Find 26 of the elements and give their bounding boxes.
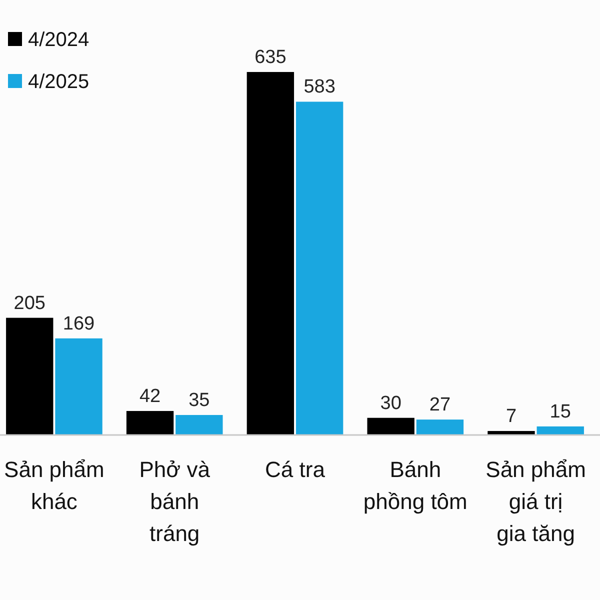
data-label: 635 bbox=[254, 47, 286, 68]
bar bbox=[176, 414, 223, 435]
legend-label: 4/2025 bbox=[28, 71, 90, 93]
data-label: 583 bbox=[304, 76, 336, 98]
data-label: 30 bbox=[380, 392, 402, 414]
bar bbox=[296, 102, 344, 435]
data-label: 35 bbox=[188, 390, 210, 411]
data-label: 27 bbox=[429, 394, 451, 416]
x-tick-label: Sản phẩm khác bbox=[4, 457, 104, 514]
bar bbox=[416, 420, 464, 435]
data-label: 169 bbox=[62, 313, 95, 334]
bar bbox=[246, 72, 294, 435]
x-tick-label: Sản phẩm giá trị gia tăng bbox=[486, 457, 586, 546]
data-label: 42 bbox=[139, 386, 161, 407]
bar bbox=[6, 318, 54, 435]
data-label: 15 bbox=[550, 401, 571, 422]
bar bbox=[55, 338, 102, 435]
x-tick-label: Bánh phồng tôm bbox=[363, 457, 468, 514]
data-label: 7 bbox=[506, 406, 517, 427]
x-tick-label: Cá tra bbox=[265, 457, 326, 482]
legend-label: 4/2024 bbox=[28, 29, 90, 51]
data-label: 205 bbox=[14, 292, 46, 314]
bar bbox=[126, 410, 174, 435]
bar bbox=[367, 418, 414, 435]
x-tick-label: Phở và bánh tráng bbox=[139, 457, 211, 546]
bar bbox=[536, 426, 584, 435]
